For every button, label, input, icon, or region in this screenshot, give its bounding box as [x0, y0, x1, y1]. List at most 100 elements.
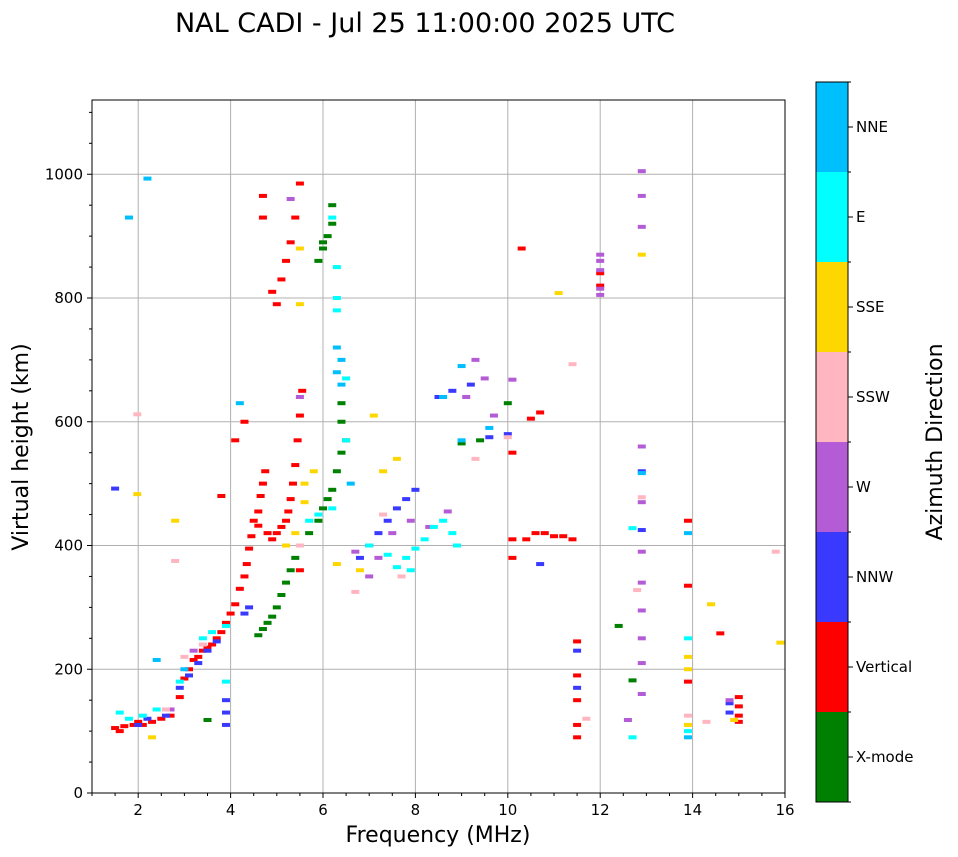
data-point — [508, 450, 517, 455]
data-point — [582, 716, 591, 721]
data-point — [242, 562, 251, 567]
data-point — [392, 506, 401, 511]
data-point — [217, 494, 226, 498]
data-point — [286, 497, 295, 502]
data-point — [411, 487, 420, 492]
data-point — [332, 370, 341, 375]
data-point — [282, 543, 291, 548]
data-point — [503, 435, 512, 440]
data-point — [683, 722, 692, 727]
data-point — [536, 410, 545, 415]
data-point — [323, 234, 332, 239]
y-tick-label: 0 — [73, 784, 83, 802]
colorbar-segment — [816, 712, 848, 802]
data-point — [365, 543, 374, 548]
data-point — [309, 469, 318, 474]
data-point — [286, 197, 295, 201]
data-point — [245, 546, 254, 551]
data-point — [282, 258, 291, 263]
data-point — [725, 710, 734, 715]
data-point — [323, 497, 332, 502]
data-point — [683, 713, 692, 718]
y-tick-label: 600 — [54, 413, 83, 431]
data-point — [637, 636, 646, 641]
data-point — [346, 481, 355, 486]
data-point — [332, 469, 341, 474]
data-point — [369, 413, 378, 418]
data-point — [637, 500, 646, 505]
data-point — [319, 506, 327, 511]
data-point — [411, 546, 420, 551]
data-point — [485, 425, 494, 430]
data-point — [568, 537, 577, 542]
colorbar-label: Azimuth Direction — [923, 343, 948, 540]
data-point — [568, 362, 577, 367]
data-point — [596, 252, 605, 257]
data-point — [254, 633, 263, 638]
colorbar-category-label: Vertical — [856, 658, 912, 676]
data-point — [212, 639, 221, 644]
data-point — [573, 648, 582, 653]
x-tick-label: 16 — [775, 801, 794, 819]
data-point — [771, 549, 780, 554]
x-tick-label: 2 — [133, 801, 143, 819]
data-point — [614, 623, 623, 628]
data-point — [161, 713, 170, 718]
y-tick-label: 200 — [54, 660, 83, 678]
data-point — [536, 562, 545, 567]
data-point — [457, 441, 466, 446]
data-point — [637, 471, 646, 476]
data-point — [383, 552, 392, 557]
data-point — [198, 648, 207, 653]
data-point — [596, 258, 605, 263]
data-point — [457, 364, 466, 369]
data-point — [319, 246, 327, 251]
data-point — [208, 630, 217, 635]
data-point — [185, 673, 194, 678]
data-point — [161, 707, 170, 712]
data-point — [134, 722, 143, 727]
data-point — [240, 574, 249, 579]
data-point — [716, 631, 725, 636]
data-point — [166, 707, 175, 712]
data-point — [683, 735, 692, 740]
data-point — [573, 673, 582, 678]
data-point — [379, 469, 388, 474]
data-point — [429, 524, 438, 529]
data-point — [332, 562, 341, 567]
data-point — [185, 667, 194, 672]
data-point — [152, 707, 161, 712]
data-point — [235, 401, 244, 406]
data-point — [175, 695, 184, 700]
data-point — [683, 518, 692, 523]
x-tick-label: 4 — [226, 801, 236, 819]
data-point — [291, 463, 300, 468]
data-point — [212, 636, 221, 641]
data-point — [152, 657, 161, 662]
colorbar-segment — [816, 622, 848, 712]
data-point — [295, 181, 304, 186]
data-point — [637, 252, 646, 257]
data-point — [596, 268, 605, 273]
data-point — [406, 518, 415, 523]
colorbar-category-label: E — [856, 208, 865, 226]
data-point — [208, 642, 217, 647]
data-point — [138, 722, 147, 727]
data-point — [623, 717, 632, 722]
data-point — [332, 296, 341, 300]
data-point — [337, 450, 346, 455]
data-point — [351, 589, 360, 594]
data-point — [554, 291, 563, 296]
data-point — [402, 555, 411, 560]
data-point — [328, 215, 337, 220]
colorbar-segment — [816, 532, 848, 622]
data-point — [226, 611, 235, 616]
data-point — [115, 710, 124, 715]
data-point — [189, 648, 198, 653]
data-point — [298, 388, 307, 393]
data-point — [550, 534, 558, 539]
data-point — [637, 692, 646, 696]
data-point — [263, 620, 272, 625]
data-point — [332, 308, 341, 313]
data-point — [129, 722, 138, 727]
